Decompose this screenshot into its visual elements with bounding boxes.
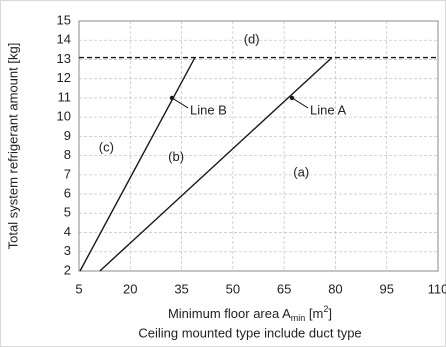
plot-area <box>78 20 439 272</box>
x-tick-label: 35 <box>174 281 188 296</box>
x-tick-label: 110 <box>428 281 446 296</box>
y-tick-label: 5 <box>64 205 71 220</box>
x-tick-label: 65 <box>277 281 291 296</box>
series-label: Line A <box>310 102 346 117</box>
x-tick-label: 50 <box>226 281 240 296</box>
y-tick-label: 13 <box>57 51 71 66</box>
x-axis-label-sup: 2 <box>323 304 328 314</box>
x-tick-label: 80 <box>328 281 342 296</box>
x-axis-label-text: Minimum floor area A <box>168 306 291 321</box>
x-tick-label: 20 <box>123 281 137 296</box>
y-tick-label: 8 <box>64 147 71 162</box>
y-tick-label: 15 <box>57 12 71 27</box>
y-tick-label: 7 <box>64 166 71 181</box>
y-tick-label: 3 <box>64 243 71 258</box>
series-line <box>79 57 196 272</box>
y-tick-label: 11 <box>58 89 72 104</box>
y-tick-label: 2 <box>64 262 71 277</box>
annotation: (c) <box>99 139 114 154</box>
series-line <box>99 57 333 272</box>
annotation: (b) <box>168 149 184 164</box>
y-axis-label: Total system refrigerant amount [kg] <box>5 43 20 250</box>
label-leader <box>171 97 189 109</box>
annotation: (a) <box>293 164 309 179</box>
x-tick-label: 95 <box>379 281 393 296</box>
y-tick-label: 14 <box>57 32 71 47</box>
x-axis-label-end: ] <box>328 306 332 321</box>
x-axis-label-mid: [m <box>305 306 323 321</box>
x-axis-label: Minimum floor area Amin [m2] <box>168 304 332 323</box>
y-tick-label: 6 <box>64 186 71 201</box>
y-tick-label: 10 <box>57 109 71 124</box>
x-axis-label-sub: min <box>291 313 306 323</box>
y-tick-label: 4 <box>64 224 71 239</box>
label-leader <box>291 97 309 109</box>
x-tick-label: 5 <box>75 281 82 296</box>
annotation: (d) <box>244 32 260 47</box>
series-label: Line B <box>190 102 227 117</box>
subtitle: Ceiling mounted type include duct type <box>138 325 361 340</box>
y-tick-label: 9 <box>64 128 71 143</box>
y-tick-label: 12 <box>57 70 71 85</box>
